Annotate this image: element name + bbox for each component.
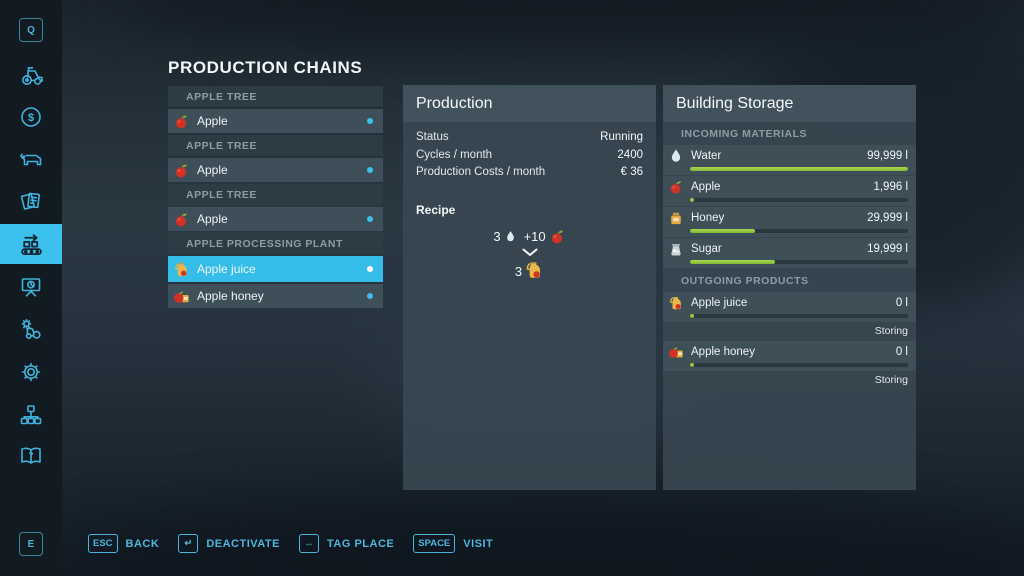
storage-row-apple: Apple 1,996 l xyxy=(663,176,916,206)
storing-status: Storing xyxy=(663,323,916,340)
storing-status: Storing xyxy=(663,372,916,389)
storage-row-honey: Honey 29,999 l xyxy=(663,207,916,237)
production-cycles-row: Cycles / month 2400 xyxy=(416,147,643,165)
outgoing-products-heading: OUTGOING PRODUCTS xyxy=(681,275,809,287)
status-value: Running xyxy=(600,131,643,143)
chain-item-apple-1[interactable]: Apple xyxy=(168,109,383,133)
background-blur-sky xyxy=(120,0,1020,50)
recipe-output: 3 xyxy=(403,260,656,283)
production-panel-title: Production xyxy=(403,85,656,122)
sugar-sack-icon xyxy=(668,241,684,257)
cycles-value: 2400 xyxy=(617,148,643,161)
tag-place-button[interactable]: ↔ TAG PLACE xyxy=(298,534,394,553)
chain-item-apple-juice[interactable]: Apple juice xyxy=(168,256,383,282)
help-book-icon[interactable]: ? xyxy=(18,443,44,469)
recipe-heading: Recipe xyxy=(416,202,456,217)
animals-cow-icon[interactable] xyxy=(18,146,44,172)
storage-row-sugar: Sugar 19,999 l xyxy=(663,238,916,268)
status-dot xyxy=(367,167,373,173)
production-costs-row: Production Costs / month € 36 xyxy=(416,164,643,182)
chain-item-apple-3[interactable]: Apple xyxy=(168,207,383,231)
water-drop-icon xyxy=(668,148,684,164)
storage-panel-title: Building Storage xyxy=(663,85,916,122)
e-key-badge: E xyxy=(19,532,43,556)
apple-icon xyxy=(173,211,190,228)
fill-level-value: 19,999 l xyxy=(867,243,908,255)
fill-level-bar xyxy=(690,260,908,264)
fill-level-bar xyxy=(690,167,908,171)
production-status-row: Status Running xyxy=(416,129,643,147)
maintenance-tractor-gear-icon[interactable] xyxy=(18,316,44,342)
storage-row-apple-honey: Apple honey 0 l xyxy=(663,341,916,371)
bottom-hint-bar: ESC BACK ↵ DEACTIVATE ↔ TAG PLACE SPACE … xyxy=(88,534,493,553)
svg-text:$: $ xyxy=(28,112,34,124)
chain-group-header: APPLE TREE xyxy=(168,135,383,156)
storage-row-water: Water 99,999 l xyxy=(663,145,916,175)
status-dot xyxy=(367,266,373,272)
apple-honey-icon xyxy=(668,344,684,360)
statistics-board-icon[interactable] xyxy=(18,274,44,300)
page-title: PRODUCTION CHAINS xyxy=(168,58,363,77)
back-button[interactable]: ESC BACK xyxy=(88,534,159,553)
finances-coin-icon[interactable]: $ xyxy=(18,104,44,130)
production-panel: Production Status Running Cycles / month 2… xyxy=(403,85,656,490)
recipe-inputs: 3 +10 xyxy=(403,228,656,245)
fill-level-value: 0 l xyxy=(895,346,908,358)
fill-level-value: 0 l xyxy=(895,297,908,309)
space-key-badge: SPACE xyxy=(413,534,456,553)
fill-level-value: 29,999 l xyxy=(867,212,908,224)
apple-juice-icon xyxy=(668,295,684,311)
q-key-badge: Q xyxy=(19,18,43,42)
fill-level-bar xyxy=(690,229,908,233)
menu-sidebar: Q $ ? E xyxy=(0,0,62,576)
contracts-cards-icon[interactable] xyxy=(18,188,44,214)
visit-button[interactable]: SPACE VISIT xyxy=(413,534,493,553)
fill-level-bar xyxy=(690,363,908,367)
chevron-down-icon xyxy=(403,248,656,257)
production-chain-list: APPLE TREE Apple APPLE TREE Apple APPLE … xyxy=(168,86,383,310)
network-hierarchy-icon[interactable] xyxy=(18,402,44,428)
sidebar-item-production-chains[interactable] xyxy=(0,224,62,264)
status-dot xyxy=(367,118,373,124)
fill-level-value: 1,996 l xyxy=(873,181,908,193)
chain-item-apple-2[interactable]: Apple xyxy=(168,158,383,182)
tractor-icon[interactable] xyxy=(18,62,44,88)
settings-gear-icon[interactable] xyxy=(18,359,44,385)
apple-juice-icon xyxy=(524,260,544,283)
deactivate-button[interactable]: ↵ DEACTIVATE xyxy=(178,534,280,553)
honey-jar-icon xyxy=(668,210,684,226)
tab-key-badge: ↔ xyxy=(298,534,319,553)
status-dot xyxy=(367,216,373,222)
storage-row-apple-juice: Apple juice 0 l xyxy=(663,292,916,322)
apple-juice-icon xyxy=(173,261,190,278)
apple-icon xyxy=(173,113,190,130)
production-conveyor-icon xyxy=(20,233,42,255)
apple-icon xyxy=(173,162,190,179)
apple-icon xyxy=(549,228,566,245)
esc-key-badge: ESC xyxy=(88,534,118,553)
chain-group-header: APPLE PROCESSING PLANT xyxy=(168,233,383,254)
chain-group-header: APPLE TREE xyxy=(168,184,383,205)
status-dot xyxy=(367,293,373,299)
chain-item-apple-honey[interactable]: Apple honey xyxy=(168,284,383,308)
water-drop-icon xyxy=(504,230,517,243)
chain-group-header: APPLE TREE xyxy=(168,86,383,107)
apple-icon xyxy=(668,179,684,195)
enter-key-badge: ↵ xyxy=(178,534,199,553)
fill-level-value: 99,999 l xyxy=(867,150,908,162)
fill-level-bar xyxy=(690,314,908,318)
svg-text:?: ? xyxy=(29,451,34,460)
building-storage-panel: Building Storage INCOMING MATERIALS Wate… xyxy=(663,85,916,490)
apple-honey-icon xyxy=(173,288,190,305)
incoming-materials-heading: INCOMING MATERIALS xyxy=(681,128,808,140)
costs-value: € 36 xyxy=(620,166,643,178)
fill-level-bar xyxy=(690,198,908,202)
